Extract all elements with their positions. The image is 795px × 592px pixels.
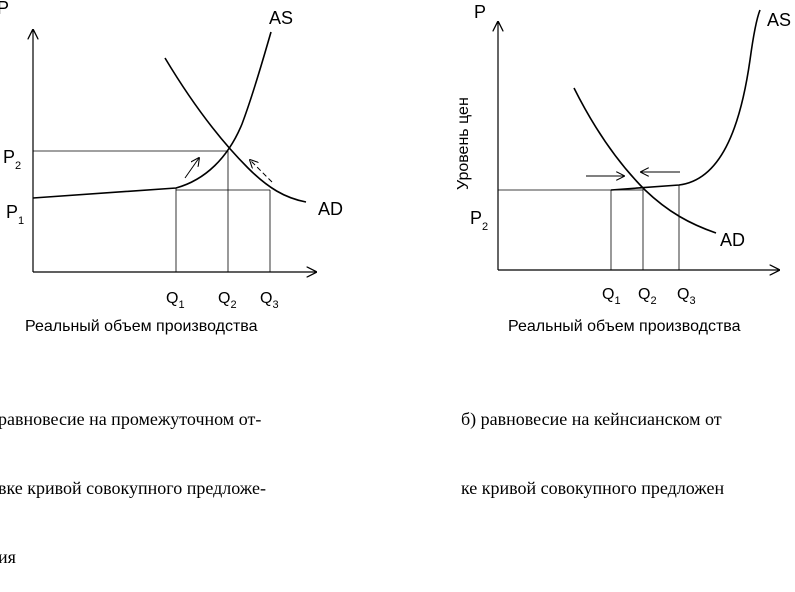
right-y-title: Уровень цен (455, 97, 472, 190)
left-arrow-up (184, 158, 199, 179)
left-arrow-down (250, 160, 273, 183)
right-labels: P Уровень цен AS AD P2 Q1 Q2 Q3 Реальный… (455, 2, 791, 335)
left-q1-label: Q1 (166, 290, 185, 311)
left-caption-line: ия (0, 547, 16, 567)
left-as-label: AS (269, 8, 293, 28)
left-ad-label: AD (318, 199, 343, 219)
left-q2-label: Q2 (218, 290, 237, 311)
right-ad-curve (573, 87, 717, 234)
right-as-curve (610, 9, 761, 191)
right-q2-label: Q2 (638, 286, 657, 307)
diagram-canvas: P AS AD P2 P1 Q1 Q2 Q3 Реальный объем пр… (0, 0, 791, 335)
left-caption: равновесие на промежуточном от- вке крив… (0, 362, 266, 592)
right-ad-label: AD (720, 230, 745, 250)
left-chart (33, 30, 316, 272)
right-as-label: AS (767, 10, 791, 30)
right-caption: б) равновесие на кейнсианском от ке крив… (461, 362, 724, 523)
right-x-title: Реальный объем производства (508, 318, 741, 335)
right-p2-label: P2 (470, 208, 488, 233)
left-as-curve (32, 31, 272, 199)
right-top-p-label: P (474, 2, 486, 22)
left-x-title: Реальный объем производства (25, 318, 258, 335)
right-caption-line: б) равновесие на кейнсианском от (461, 409, 722, 429)
left-caption-line: вке кривой совокупного предложе- (0, 478, 266, 498)
right-chart (498, 9, 779, 270)
left-p1-label: P1 (6, 202, 24, 227)
right-q1-label: Q1 (602, 286, 621, 307)
left-labels: P AS AD P2 P1 Q1 Q2 Q3 Реальный объем пр… (0, 0, 343, 335)
left-p2-label: P2 (3, 147, 21, 172)
left-caption-line: равновесие на промежуточном от- (0, 409, 262, 429)
right-caption-line: ке кривой совокупного предложен (461, 478, 725, 498)
left-ad-curve (164, 57, 307, 203)
left-top-p-label: P (0, 0, 9, 18)
right-q3-label: Q3 (677, 286, 696, 307)
left-q3-label: Q3 (260, 290, 279, 311)
